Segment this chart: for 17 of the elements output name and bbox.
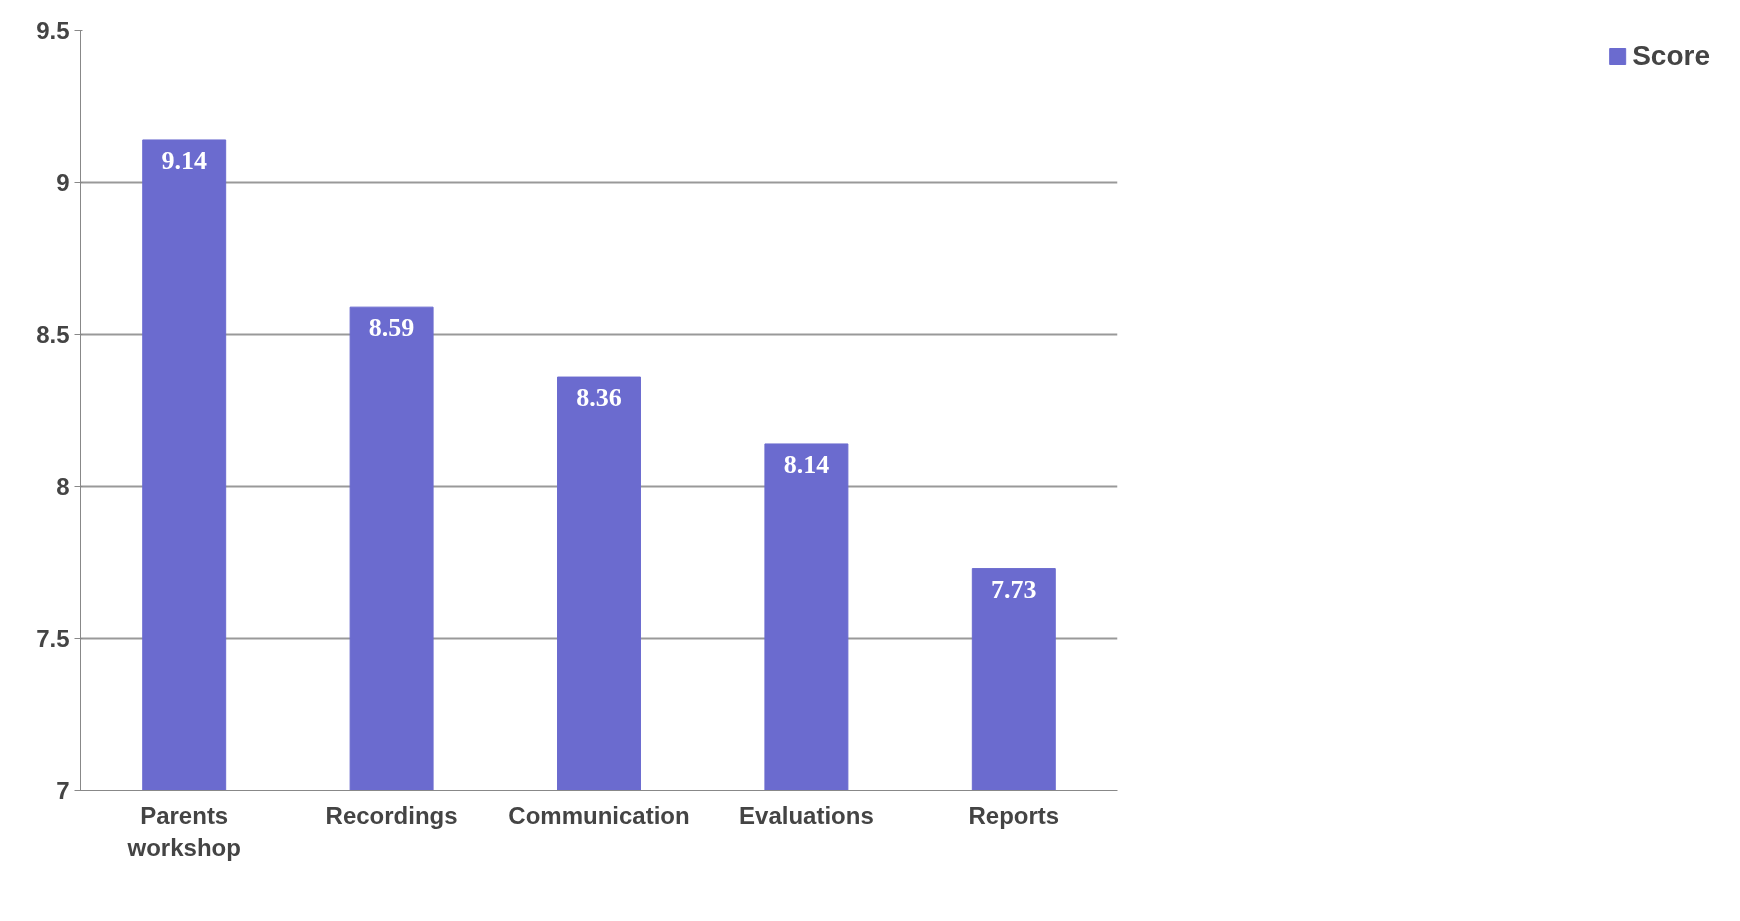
x-tick-label: Reports (968, 801, 1060, 829)
y-tick-label: 8.5 (36, 321, 70, 348)
y-tick-label: 9.5 (36, 17, 70, 44)
data-label: 8.59 (368, 313, 415, 343)
y-tick-label: 9 (56, 169, 70, 196)
x-tick-label: Parents workshop (126, 801, 241, 861)
legend-label: Score (1632, 40, 1710, 72)
x-tick-label: Evaluations (739, 801, 874, 829)
x-tick-label: Recordings (325, 801, 458, 829)
data-label: 8.14 (783, 449, 830, 479)
y-tick-label: 7 (56, 777, 70, 804)
data-label: 8.36 (576, 383, 622, 413)
data-label: 7.73 (991, 574, 1037, 604)
y-tick-label: 8 (56, 473, 70, 500)
data-label: 9.14 (161, 145, 207, 175)
x-tick-label: Communication (508, 801, 690, 829)
y-tick-label: 7.5 (36, 625, 70, 652)
